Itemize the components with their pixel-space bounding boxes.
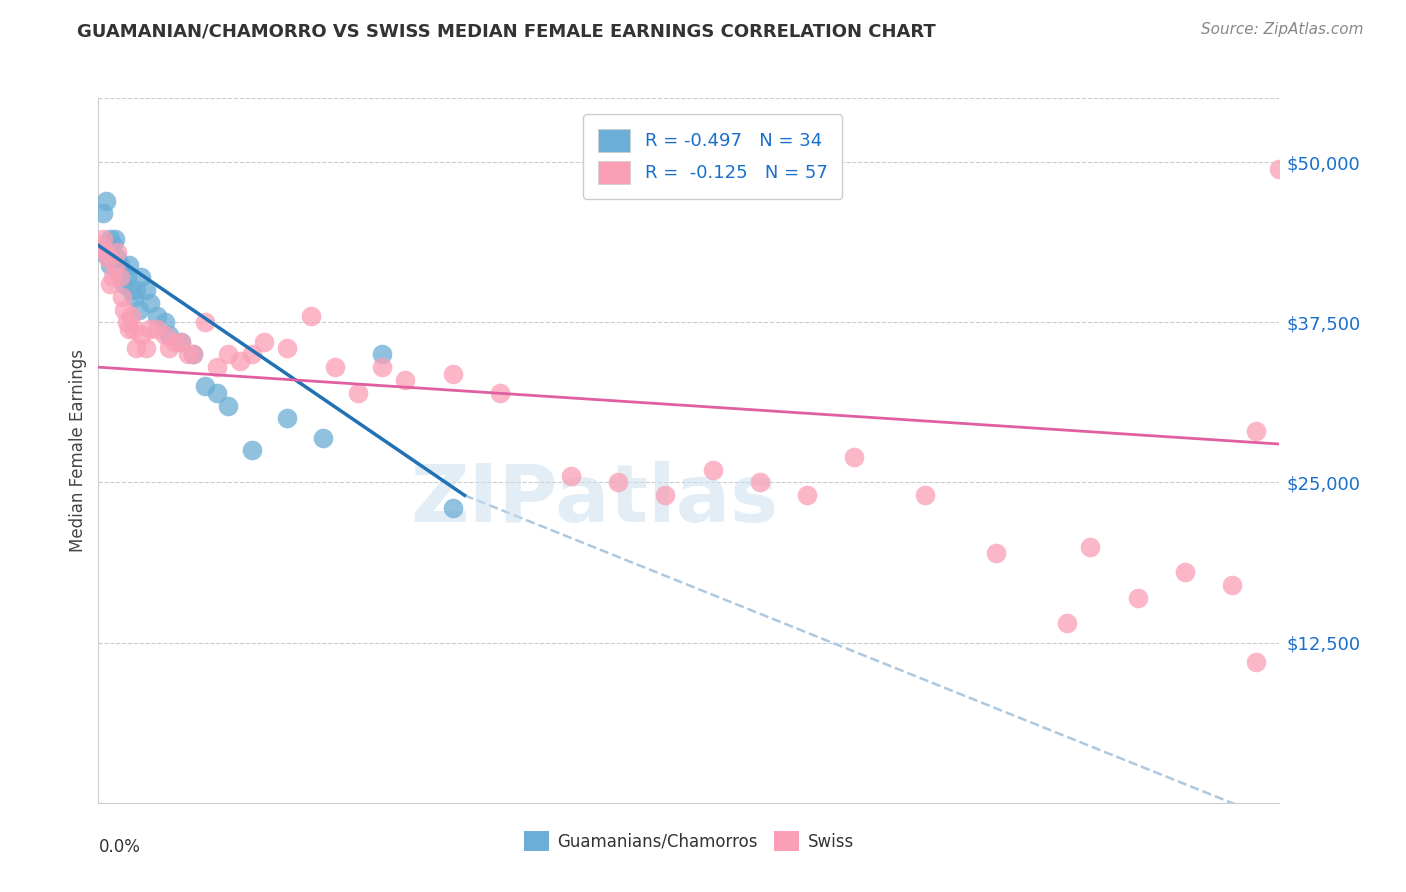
Point (146, 309, 169, 323)
Point (135, 341, 157, 355)
Point (125, 283, 148, 297)
Point (129, 328, 152, 343)
Point (914, 488, 936, 502)
Point (347, 385, 370, 400)
Point (276, 341, 298, 355)
Point (118, 322, 141, 336)
Point (1244, 424, 1267, 438)
Point (560, 469, 582, 483)
Point (240, 347, 263, 361)
Point (748, 475, 770, 490)
Point (112, 277, 135, 291)
Point (118, 258, 141, 272)
Point (90, 238, 112, 252)
Point (394, 373, 416, 387)
Point (371, 347, 394, 361)
Point (181, 347, 204, 361)
Point (98, 258, 121, 272)
Point (984, 546, 1007, 560)
Point (702, 463, 724, 477)
Point (122, 290, 145, 304)
Point (153, 328, 176, 343)
Point (253, 334, 276, 349)
Point (129, 270, 152, 285)
Point (91, 232, 114, 246)
Point (796, 488, 818, 502)
Point (163, 334, 186, 349)
Point (181, 347, 204, 361)
Point (177, 347, 200, 361)
Point (98, 277, 121, 291)
Point (97, 238, 120, 252)
Point (108, 270, 131, 285)
Point (276, 411, 298, 425)
Point (607, 475, 630, 490)
Text: Source: ZipAtlas.com: Source: ZipAtlas.com (1201, 22, 1364, 37)
Point (122, 322, 145, 336)
Point (1080, 540, 1102, 554)
Text: GUAMANIAN/CHAMORRO VS SWISS MEDIAN FEMALE EARNINGS CORRELATION CHART: GUAMANIAN/CHAMORRO VS SWISS MEDIAN FEMAL… (77, 22, 936, 40)
Point (97, 252, 120, 266)
Point (98, 232, 121, 246)
Point (101, 270, 124, 285)
Point (654, 488, 676, 502)
Point (90, 244, 112, 259)
Point (441, 367, 464, 381)
Point (323, 360, 346, 375)
Point (139, 296, 162, 310)
Point (299, 309, 322, 323)
Point (135, 283, 157, 297)
Text: ZIPatlas: ZIPatlas (411, 461, 779, 539)
Point (112, 302, 135, 317)
Point (146, 322, 169, 336)
Point (170, 334, 193, 349)
Point (240, 443, 263, 458)
Point (229, 353, 252, 368)
Point (1174, 565, 1197, 579)
Point (121, 309, 143, 323)
Point (1268, 161, 1291, 176)
Point (205, 385, 228, 400)
Point (153, 315, 176, 329)
Point (194, 379, 217, 393)
Text: 0.0%: 0.0% (98, 838, 141, 856)
Point (105, 252, 128, 266)
Point (489, 385, 512, 400)
Point (844, 450, 866, 464)
Point (139, 322, 162, 336)
Point (94, 194, 117, 208)
Point (105, 244, 128, 259)
Point (115, 270, 138, 285)
Y-axis label: Median Female Earnings: Median Female Earnings (69, 349, 87, 552)
Point (205, 360, 228, 375)
Point (128, 302, 150, 317)
Point (104, 232, 127, 246)
Point (157, 328, 180, 343)
Point (108, 258, 131, 272)
Point (1126, 591, 1149, 605)
Point (217, 347, 239, 361)
Point (94, 244, 117, 259)
Point (1056, 616, 1078, 631)
Point (157, 341, 180, 355)
Point (104, 258, 127, 272)
Point (121, 283, 143, 297)
Point (1244, 655, 1267, 669)
Point (115, 315, 138, 329)
Point (111, 290, 134, 304)
Point (170, 334, 193, 349)
Point (101, 238, 124, 252)
Legend: Guamanians/Chamorros, Swiss: Guamanians/Chamorros, Swiss (517, 824, 860, 858)
Point (371, 360, 394, 375)
Point (194, 315, 217, 329)
Point (111, 264, 134, 278)
Point (125, 341, 148, 355)
Point (91, 206, 114, 220)
Point (1220, 578, 1243, 592)
Point (312, 431, 335, 445)
Point (217, 399, 239, 413)
Point (441, 501, 464, 516)
